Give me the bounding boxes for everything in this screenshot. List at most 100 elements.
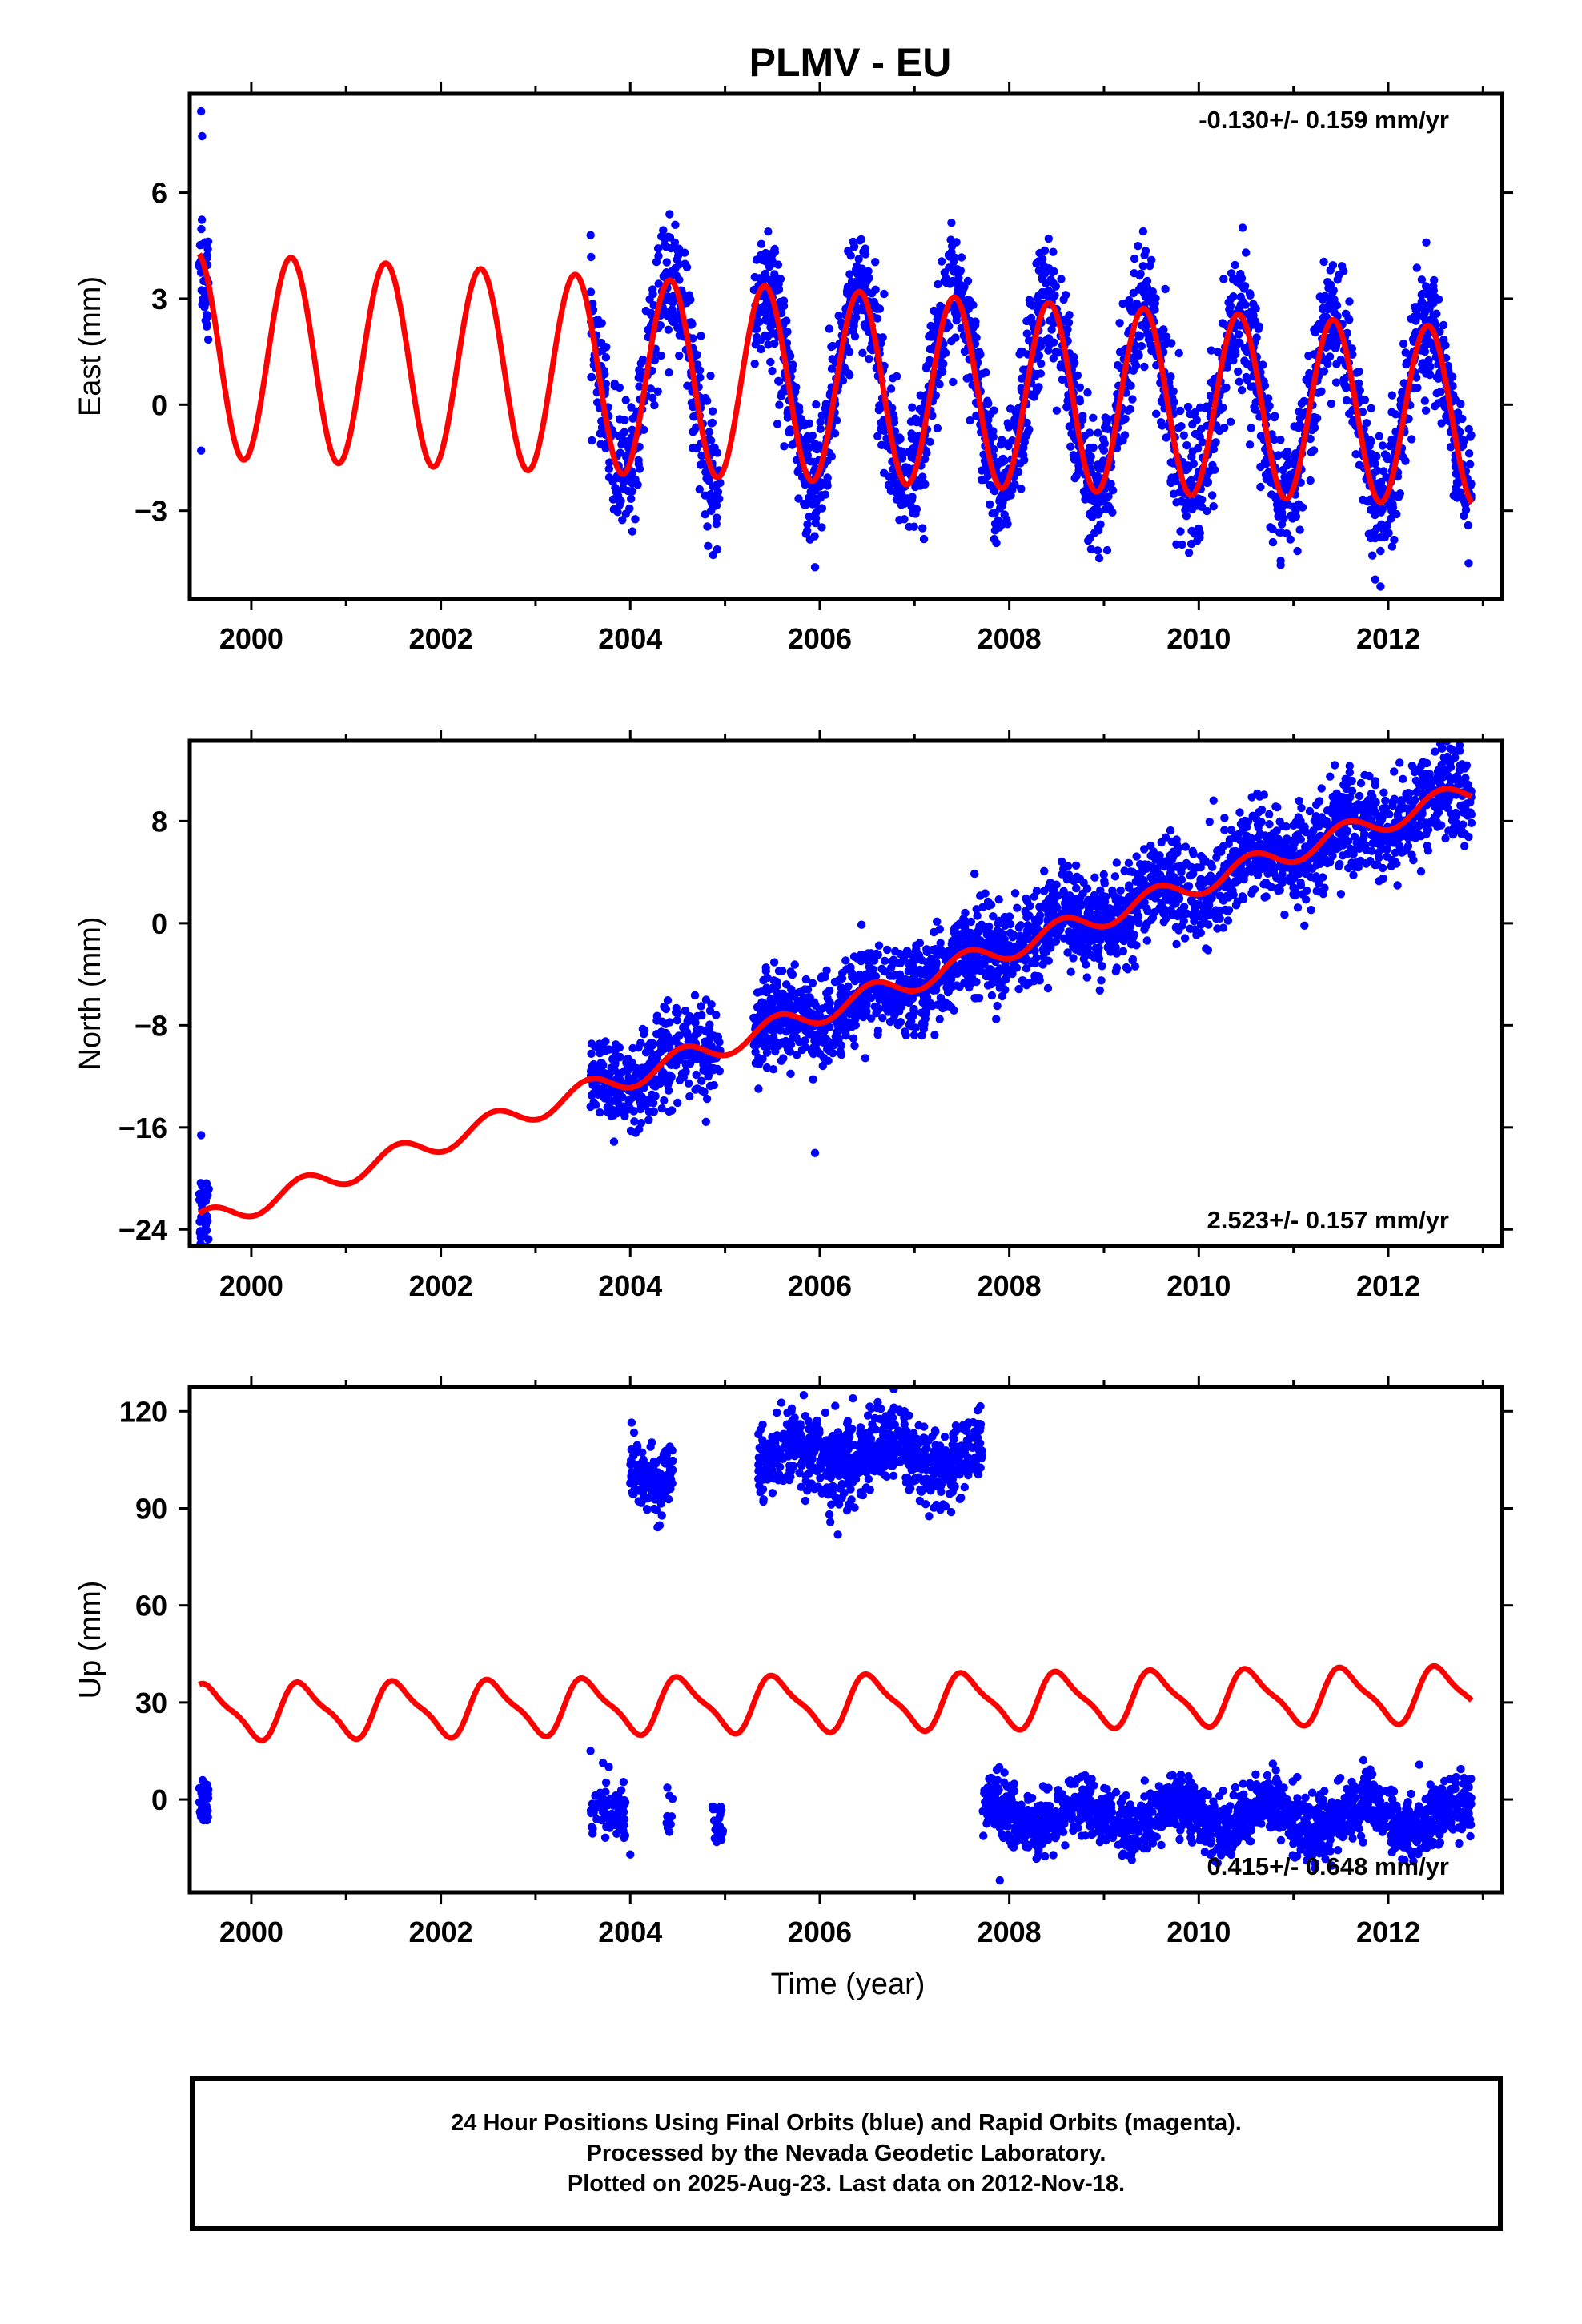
data-point bbox=[1454, 478, 1464, 488]
data-point bbox=[1245, 289, 1255, 298]
data-point bbox=[638, 356, 648, 366]
data-point bbox=[1384, 529, 1393, 537]
data-point bbox=[608, 495, 618, 504]
data-point bbox=[1166, 826, 1175, 835]
data-point bbox=[954, 274, 963, 283]
data-point bbox=[808, 500, 817, 509]
data-point bbox=[770, 329, 780, 338]
data-point bbox=[1376, 582, 1385, 591]
data-point bbox=[1409, 855, 1418, 865]
data-point bbox=[857, 920, 866, 929]
data-point bbox=[611, 1057, 620, 1066]
data-point bbox=[197, 1212, 206, 1221]
data-point bbox=[973, 911, 982, 920]
data-point bbox=[592, 1086, 600, 1095]
data-point bbox=[1157, 838, 1166, 847]
data-point bbox=[1274, 512, 1283, 521]
data-point bbox=[978, 466, 986, 475]
data-point bbox=[893, 489, 902, 498]
data-point bbox=[843, 289, 852, 298]
data-point bbox=[1413, 384, 1422, 392]
data-point bbox=[952, 238, 961, 247]
data-point bbox=[1157, 418, 1166, 427]
data-point bbox=[1375, 877, 1383, 886]
data-point bbox=[689, 428, 697, 436]
data-point bbox=[1242, 248, 1251, 257]
data-point bbox=[586, 1067, 596, 1076]
data-point bbox=[704, 541, 713, 550]
data-point bbox=[1057, 857, 1066, 866]
data-point bbox=[1349, 870, 1358, 879]
data-point bbox=[1090, 497, 1098, 505]
data-point bbox=[1049, 354, 1058, 363]
data-point bbox=[669, 298, 677, 307]
data-point bbox=[681, 1059, 690, 1069]
data-point bbox=[1091, 472, 1100, 481]
data-point bbox=[866, 344, 875, 353]
data-point bbox=[1390, 767, 1399, 776]
data-point bbox=[1094, 428, 1102, 437]
data-point bbox=[1033, 294, 1042, 303]
data-point bbox=[1345, 409, 1354, 418]
data-point bbox=[1307, 448, 1316, 457]
data-point bbox=[1211, 438, 1220, 447]
data-point bbox=[1458, 441, 1468, 450]
data-point bbox=[1295, 500, 1303, 509]
data-point bbox=[934, 279, 942, 289]
data-point bbox=[972, 333, 981, 342]
data-point bbox=[970, 869, 979, 879]
data-point bbox=[1057, 275, 1066, 283]
data-point bbox=[1128, 354, 1138, 363]
data-point bbox=[1231, 260, 1239, 270]
data-point bbox=[817, 523, 826, 532]
data-point bbox=[1014, 984, 1023, 994]
data-point bbox=[203, 335, 213, 344]
data-point bbox=[1322, 356, 1331, 364]
data-point bbox=[1223, 916, 1233, 925]
data-point bbox=[1465, 460, 1475, 468]
data-point bbox=[1273, 452, 1282, 460]
data-point bbox=[619, 484, 628, 493]
data-point bbox=[620, 1112, 629, 1121]
data-point bbox=[1116, 886, 1125, 895]
data-point bbox=[644, 1116, 653, 1124]
data-point bbox=[685, 1092, 694, 1101]
data-point bbox=[1140, 362, 1149, 372]
data-point bbox=[1125, 296, 1134, 305]
data-point bbox=[1100, 879, 1110, 888]
data-point bbox=[1024, 336, 1034, 345]
data-point bbox=[766, 357, 775, 367]
data-point bbox=[1249, 311, 1258, 320]
data-point bbox=[1147, 255, 1156, 264]
data-point bbox=[1103, 424, 1113, 433]
data-point bbox=[1065, 311, 1074, 320]
data-point bbox=[1407, 314, 1415, 324]
data-point bbox=[1118, 947, 1128, 956]
data-point bbox=[987, 991, 997, 1000]
data-point bbox=[1184, 549, 1194, 557]
data-point bbox=[1432, 388, 1441, 398]
data-point bbox=[1097, 976, 1106, 985]
data-point bbox=[684, 1079, 693, 1088]
data-point bbox=[203, 311, 211, 320]
data-point bbox=[1377, 520, 1386, 529]
data-point bbox=[1401, 348, 1410, 357]
data-point bbox=[775, 400, 784, 409]
data-point bbox=[1161, 284, 1170, 294]
data-point bbox=[660, 240, 669, 249]
data-point bbox=[1283, 529, 1291, 538]
data-point bbox=[972, 411, 981, 420]
data-point bbox=[1297, 399, 1307, 408]
data-point bbox=[1423, 361, 1432, 370]
data-point bbox=[693, 1084, 701, 1093]
data-point bbox=[1205, 818, 1215, 826]
data-point bbox=[1243, 347, 1251, 356]
data-point bbox=[1013, 903, 1022, 912]
data-point bbox=[1203, 506, 1211, 516]
data-point bbox=[849, 952, 859, 961]
data-point bbox=[1003, 520, 1012, 529]
data-point bbox=[587, 252, 596, 262]
data-point bbox=[782, 316, 791, 325]
y-tick-label: 0 bbox=[151, 388, 167, 421]
data-point bbox=[201, 1196, 211, 1206]
